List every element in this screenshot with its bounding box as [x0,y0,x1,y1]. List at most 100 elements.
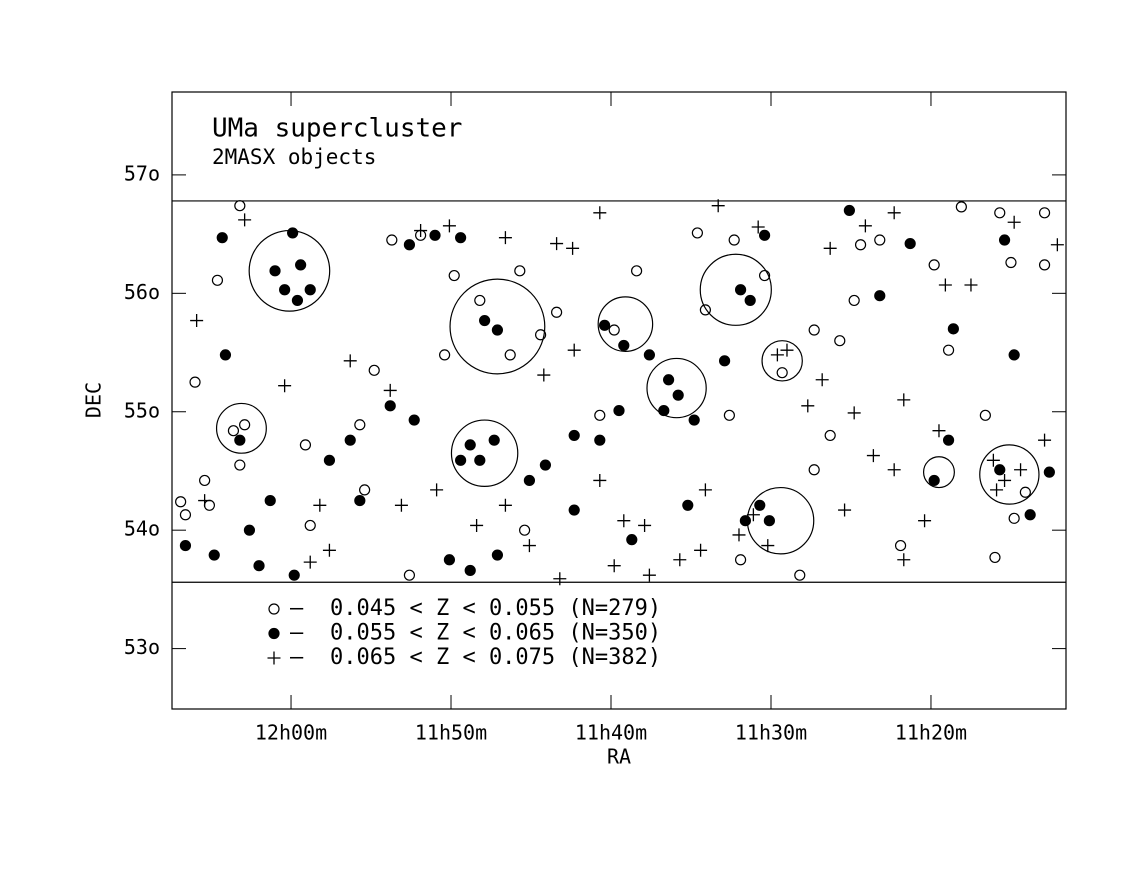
point [430,483,444,497]
legend-label: 0.065 < Z < 0.075 (N=382) [330,645,661,670]
point [662,374,675,386]
legend-prefix: – [290,596,304,621]
point [593,206,607,220]
point [854,239,867,251]
point [474,454,486,466]
point [711,199,725,213]
point [537,368,551,382]
point [594,409,606,421]
point [243,524,256,536]
point [198,494,212,508]
point [630,265,643,277]
point [638,518,652,532]
point [744,294,756,307]
cluster-circle [248,229,331,312]
point [858,219,872,233]
point [234,434,246,446]
point [808,324,820,336]
point [642,568,656,582]
point [553,572,567,586]
point [566,241,580,255]
point [514,265,526,277]
point [519,524,531,536]
point [323,454,336,466]
point [429,229,441,241]
point [723,409,735,421]
point [448,269,460,282]
point [1008,512,1020,524]
point [942,434,955,446]
point [794,569,806,581]
point [442,219,456,233]
point [728,234,740,246]
point [179,509,192,521]
point [751,220,765,234]
point [567,343,581,357]
point [593,473,607,487]
y-tick-label: 57o [124,161,160,185]
point [439,349,451,361]
point [780,343,794,357]
point [359,484,371,496]
cluster-circle [761,340,803,382]
point [464,439,476,451]
point [928,259,940,271]
point [238,213,252,227]
legend-label: 0.055 < Z < 0.065 (N=350) [330,621,661,646]
cluster-circle [979,444,1040,505]
point [403,239,416,251]
point [1019,486,1031,498]
point [918,514,932,528]
point [843,204,855,217]
point [698,483,712,497]
plot-frame [171,91,1067,710]
point [887,463,901,477]
point [887,206,901,220]
point [618,339,630,352]
point [682,499,694,511]
x-tick-label: 11h50m [415,721,487,745]
point [208,549,220,561]
point [304,284,316,296]
point [474,294,486,307]
point [522,539,536,553]
point [1038,207,1051,219]
point [608,324,620,336]
y-tick-label: 54o [124,517,160,541]
point [1005,256,1017,269]
x-tick-label: 12h00m [255,721,327,745]
cluster-circle [449,278,546,375]
point [455,232,467,244]
point [504,349,516,361]
point [947,323,959,335]
x-tick-label: 11h40m [575,721,647,745]
point [673,553,687,567]
point [815,373,829,387]
point [239,419,251,431]
point [303,555,317,569]
cluster-circle [450,419,519,487]
point [979,409,991,421]
point [269,265,281,277]
point [535,329,547,341]
cluster-circle [699,253,772,326]
point [763,515,775,527]
point [824,429,836,442]
legend-marker [268,603,280,615]
point [189,376,201,388]
point [658,404,670,417]
y-tick-label: 53o [124,635,160,659]
x-tick-label: 11h30m [735,721,807,745]
point [994,207,1006,219]
point [758,269,771,282]
point [770,348,784,362]
point [394,498,408,512]
point [998,234,1011,246]
point [897,393,911,407]
point [299,439,312,451]
point [498,498,512,512]
point [211,274,224,286]
point [734,284,747,296]
point [175,496,187,508]
point [894,539,907,552]
